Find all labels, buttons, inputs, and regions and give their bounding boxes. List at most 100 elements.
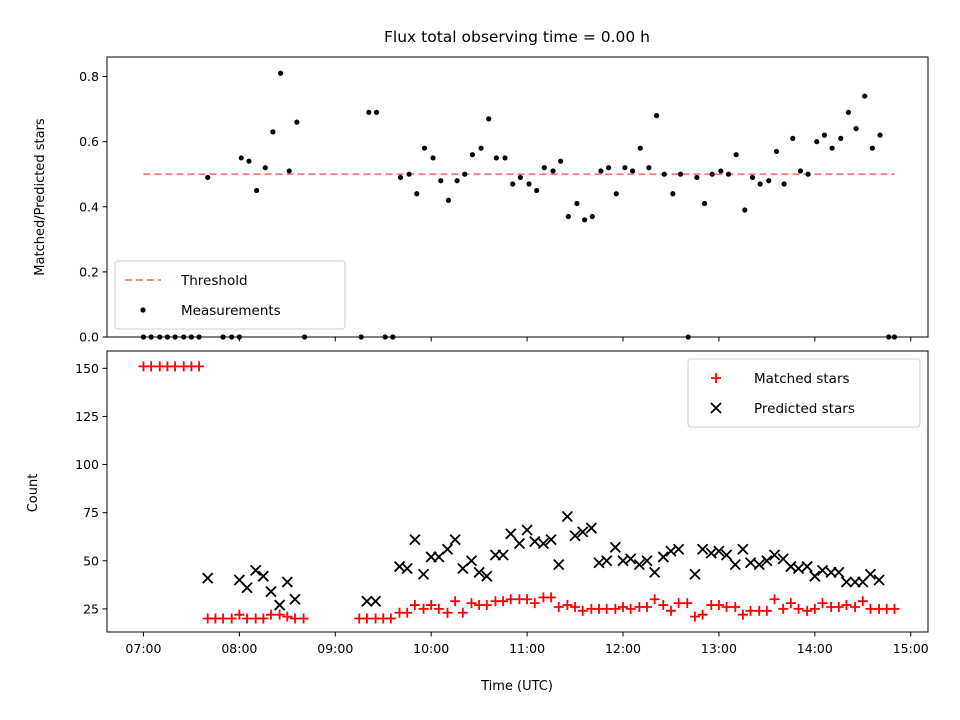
x-tick-label: 12:00 bbox=[605, 641, 641, 656]
predicted-stars-point bbox=[289, 593, 301, 605]
matched-stars-point bbox=[481, 600, 492, 611]
matched-stars-point bbox=[546, 592, 557, 603]
measurement-point bbox=[709, 171, 715, 177]
predicted-stars-point bbox=[369, 595, 382, 607]
predicted-stars-point bbox=[274, 599, 286, 611]
matched-stars-point bbox=[625, 603, 636, 614]
predicted-stars-point bbox=[497, 549, 509, 561]
matched-stars-point bbox=[146, 361, 157, 372]
legend-matched-swatch bbox=[711, 373, 721, 383]
measurement-point bbox=[438, 178, 444, 184]
matched-stars-point bbox=[785, 598, 796, 609]
measurement-point bbox=[246, 158, 252, 164]
y-tick-label: 0.6 bbox=[79, 134, 99, 149]
measurement-point bbox=[541, 165, 547, 171]
matched-stars-point bbox=[361, 613, 372, 624]
predicted-stars-point bbox=[737, 543, 749, 555]
matched-stars-point bbox=[194, 361, 205, 372]
predicted-stars-point bbox=[873, 574, 885, 586]
x-tick-label: 11:00 bbox=[509, 641, 545, 656]
predicted-stars-point bbox=[281, 576, 293, 588]
y-tick-label: 150 bbox=[75, 361, 99, 376]
matched-stars-point bbox=[418, 603, 429, 614]
y-tick-label: 75 bbox=[83, 505, 99, 520]
predicted-stars-point bbox=[473, 566, 485, 578]
plot-frame bbox=[106, 350, 929, 633]
measurement-point bbox=[366, 109, 372, 115]
measurement-point bbox=[853, 126, 859, 132]
matched-stars-point bbox=[218, 613, 229, 624]
matched-stars-point bbox=[833, 601, 844, 612]
measurement-point bbox=[757, 181, 763, 187]
measurement-point bbox=[286, 168, 292, 174]
measurement-point bbox=[454, 178, 460, 184]
matched-stars-point bbox=[601, 603, 612, 614]
predicted-stars-point bbox=[537, 537, 550, 550]
measurement-point bbox=[661, 171, 667, 177]
predicted-stars-point bbox=[265, 585, 277, 598]
legend-label: Matched stars bbox=[754, 371, 850, 387]
matched-stars-point bbox=[809, 603, 820, 614]
measurement-point bbox=[869, 145, 875, 151]
y-tick-label: 0.4 bbox=[79, 199, 99, 214]
predicted-stars-point bbox=[449, 533, 461, 546]
predicted-stars-point bbox=[250, 564, 262, 577]
measurement-point bbox=[502, 155, 508, 161]
measurement-point bbox=[766, 178, 772, 184]
matched-stars-point bbox=[457, 607, 468, 618]
measurement-point bbox=[749, 174, 756, 181]
predicted-stars-point bbox=[202, 572, 214, 584]
matched-stars-point bbox=[298, 613, 309, 624]
x-tick-label: 09:00 bbox=[317, 641, 353, 656]
matched-stars-point bbox=[841, 600, 852, 611]
measurement-point bbox=[254, 187, 260, 194]
predicted-stars-point bbox=[696, 543, 709, 555]
predicted-stars-point bbox=[257, 570, 269, 582]
matched-stars-point bbox=[385, 613, 396, 624]
measurement-point bbox=[534, 187, 540, 194]
measurement-point bbox=[262, 165, 268, 171]
measurement-point bbox=[478, 145, 484, 151]
y-tick-label: 25 bbox=[83, 601, 99, 616]
predicted-stars-point bbox=[816, 564, 829, 577]
measurement-point bbox=[493, 155, 499, 161]
matched-stars-point bbox=[745, 605, 756, 616]
legend-label: Measurements bbox=[181, 303, 281, 319]
measurement-point bbox=[510, 181, 516, 187]
matched-stars-point bbox=[689, 611, 700, 622]
predicted-stars-point bbox=[801, 560, 813, 573]
predicted-stars-point bbox=[729, 559, 741, 571]
matched-stars-point bbox=[850, 601, 861, 612]
predicted-stars-point bbox=[585, 522, 597, 534]
matched-stars-point bbox=[170, 361, 181, 372]
measurement-point bbox=[829, 145, 835, 151]
predicted-stars-point bbox=[481, 570, 493, 582]
measurement-point bbox=[694, 174, 700, 181]
matched-stars-point bbox=[553, 601, 564, 612]
predicted-stars-point bbox=[641, 555, 653, 567]
matched-stars-point bbox=[649, 594, 660, 605]
matched-stars-point bbox=[697, 609, 708, 620]
matched-stars-point bbox=[522, 594, 533, 605]
predicted-stars-point bbox=[513, 537, 526, 550]
predicted-stars-point bbox=[840, 576, 853, 588]
matched-stars-point bbox=[242, 613, 253, 624]
measurement-point bbox=[877, 132, 883, 138]
matched-stars-point bbox=[737, 609, 748, 620]
measurement-point bbox=[406, 171, 412, 177]
plot-layer: 0.0 0.2 0.4 0.6 0.8 Threshold Measurements 25 50… bbox=[75, 56, 929, 656]
matched-stars-point bbox=[282, 611, 293, 622]
measurement-point bbox=[637, 145, 643, 151]
count-panel: 25 50 75 100 125 150 07:00 08:00 09:00 10:00 11:00… bbox=[75, 350, 929, 656]
predicted-stars-point bbox=[361, 595, 373, 607]
measurement-point bbox=[629, 168, 636, 174]
predicted-stars-point bbox=[720, 549, 733, 561]
predicted-stars-point bbox=[553, 559, 565, 571]
matched-stars-point bbox=[682, 598, 693, 609]
measurement-point bbox=[733, 152, 739, 158]
measurement-point bbox=[430, 155, 436, 161]
predicted-stars-point bbox=[689, 568, 701, 580]
matched-stars-point bbox=[665, 605, 676, 616]
matched-stars-point bbox=[713, 600, 724, 611]
